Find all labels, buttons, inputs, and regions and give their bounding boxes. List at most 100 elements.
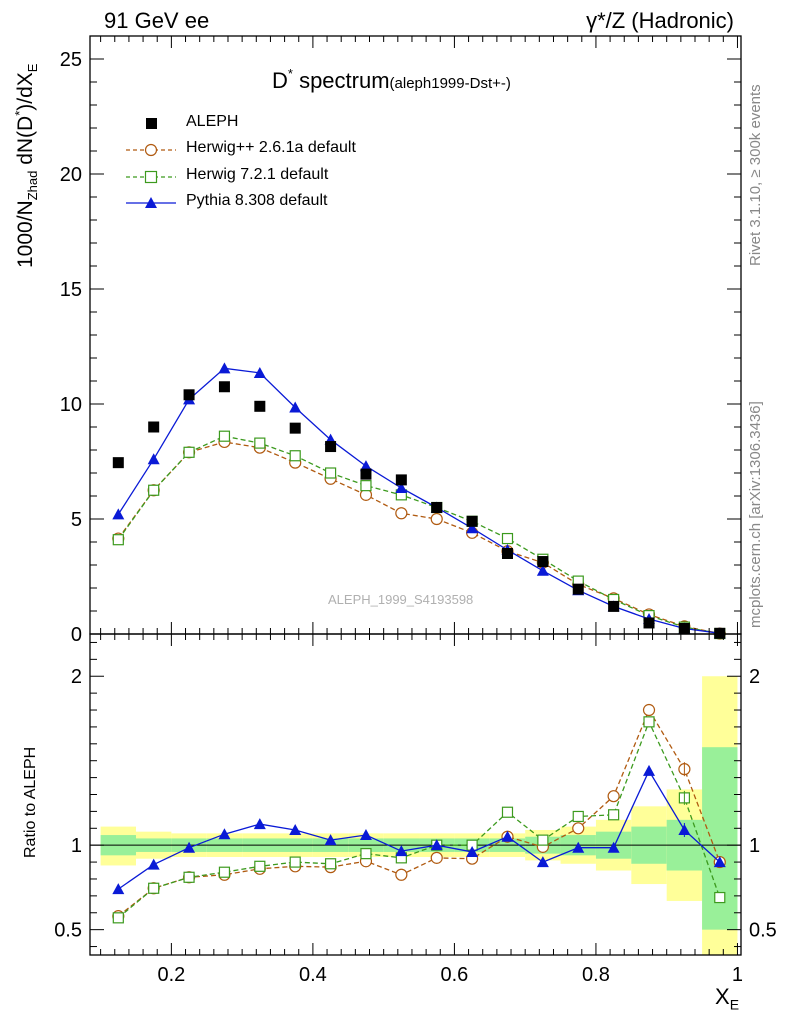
point-pythia-8-308-default-5	[289, 823, 302, 835]
top-panel	[112, 362, 726, 640]
point-pythia-8-308-default-11	[501, 830, 514, 842]
point-aleph-9	[431, 502, 443, 513]
ylabel-a: 1000/N	[14, 200, 37, 268]
point-aleph-4	[254, 400, 266, 412]
point-herwig-7-2-1-default-7	[360, 848, 372, 860]
point-pythia-8-308-default-17	[713, 856, 726, 868]
energy-label: 91 GeV ee	[104, 8, 210, 33]
x-tick-label-0: 0.2	[157, 964, 185, 986]
point-pythia-8-308-default-1	[147, 858, 160, 870]
point-pythia-8-308-default-13	[572, 841, 585, 853]
point-aleph-2	[183, 389, 195, 401]
top-y-tick-label-0: 0	[71, 624, 82, 646]
title-tag: (aleph1999-Dst+-)	[389, 75, 511, 92]
ratio-y-axis-label: Ratio to ALEPH	[22, 746, 39, 858]
point-herwig-2-6-1a-default-13	[572, 822, 585, 835]
series-line-herwig-2-6-1a-default	[117, 708, 721, 917]
xlabel-a-sub: E	[729, 996, 740, 1013]
point-herwig-7-2-1-default-0	[112, 912, 124, 924]
point-herwig-7-2-1-default-5	[289, 856, 301, 868]
legend-label-herwigpp: Herwig++ 2.6.1a default	[186, 139, 356, 156]
point-aleph-1	[148, 421, 160, 433]
series-herwig-2-6-1a-default	[112, 435, 726, 640]
point-herwig-7-2-1-default-3	[218, 866, 231, 878]
point-aleph-6	[325, 441, 337, 453]
series-aleph	[112, 381, 726, 639]
point-herwig-7-2-1-default-1	[148, 882, 160, 894]
top-y-tick-label-4: 20	[60, 164, 82, 186]
point-herwig-7-2-1-default-5	[289, 450, 301, 462]
process-label: γ*/Z (Hadronic)	[586, 8, 734, 33]
point-pythia-8-308-default-14	[607, 841, 620, 853]
point-pythia-8-308-default-1	[147, 453, 160, 465]
point-pythia-8-308-default-2	[183, 841, 196, 853]
series-line-pythia-8-308-default	[117, 367, 720, 634]
point-aleph-16	[678, 622, 690, 634]
point-herwig-7-2-1-default-7	[360, 480, 372, 492]
top-y-tick-label-5: 25	[60, 49, 82, 71]
point-aleph-11	[501, 548, 513, 559]
point-aleph-15	[643, 617, 655, 629]
point-pythia-8-308-default-7	[359, 829, 372, 841]
point-herwig-7-2-1-default-11	[501, 806, 514, 818]
point-pythia-8-308-default-15	[643, 764, 656, 776]
top-y-tick-label-1: 5	[71, 509, 82, 531]
point-herwig-7-2-1-default-12	[537, 834, 549, 846]
mcplots-label: mcplots.cern.ch [arXiv:1306.3436]	[747, 401, 764, 628]
ratio-panel-frame	[89, 633, 742, 956]
x-tick-label-1: 0.4	[299, 964, 327, 986]
point-herwig-2-6-1a-default-8	[395, 868, 408, 881]
ylabel-c-sub: E	[25, 63, 41, 73]
point-pythia-8-308-default-12	[536, 564, 549, 576]
point-aleph-7	[360, 468, 372, 480]
point-herwig-7-2-1-default-11	[501, 532, 514, 545]
point-aleph-8	[395, 474, 407, 486]
legend-label-herwig7: Herwig 7.2.1 default	[186, 166, 329, 183]
x-tick-label-4: 1	[732, 964, 743, 986]
point-pythia-8-308-default-10	[466, 845, 479, 857]
x-tick-label-2: 0.6	[441, 964, 469, 986]
xlabel-a: X	[715, 984, 730, 1009]
point-pythia-8-308-default-7	[359, 460, 372, 472]
ratio-y-tick-label-right-1: 1	[749, 835, 760, 857]
top-y-tick-label-3: 15	[60, 279, 82, 301]
point-herwig-7-2-1-default-17	[714, 891, 726, 904]
point-herwig-2-6-1a-default-9	[430, 851, 443, 864]
series-line-herwig-7-2-1-default	[117, 435, 720, 635]
ratio-panel	[112, 703, 726, 924]
title-main: D	[272, 68, 288, 93]
plot-title: D* spectrum(aleph1999-Dst+-)	[272, 65, 511, 94]
ylabel-c: )/dX	[14, 72, 37, 111]
point-aleph-5	[289, 422, 301, 434]
legend-symbol-aleph	[146, 118, 157, 129]
ratio-y-tick-label-1: 1	[71, 835, 82, 857]
top-y-tick-label-2: 10	[60, 394, 82, 416]
x-axis-label: XE	[715, 984, 739, 1012]
point-herwig-7-2-1-default-4	[254, 437, 266, 449]
point-pythia-8-308-default-4	[253, 366, 266, 378]
ylabel-b: dN(D	[14, 115, 37, 171]
point-pythia-8-308-default-3	[218, 828, 231, 840]
point-aleph-13	[572, 583, 584, 595]
ylabel-b-sup: *	[12, 110, 27, 116]
point-pythia-8-308-default-12	[536, 856, 549, 868]
series-line-pythia-8-308-default	[117, 769, 721, 890]
point-pythia-8-308-default-5	[289, 401, 302, 413]
point-pythia-8-308-default-0	[112, 883, 125, 895]
point-herwig-2-6-1a-default-15	[642, 703, 656, 717]
point-herwig-7-2-1-default-6	[324, 467, 337, 479]
ratio-bands	[90, 676, 741, 955]
point-pythia-8-308-default-10	[466, 522, 479, 534]
point-aleph-12	[537, 556, 549, 568]
point-pythia-8-308-default-6	[324, 834, 337, 846]
legend-symbol-herwig7	[126, 170, 176, 184]
ratio-y-tick-label-right-2: 2	[749, 666, 760, 688]
point-herwig-7-2-1-default-4	[254, 860, 266, 872]
legend-label-aleph: ALEPH	[186, 113, 239, 130]
title-sup: *	[287, 65, 293, 81]
ratio-y-tick-label-0: 0.5	[54, 920, 82, 942]
legend-label-pythia: Pythia 8.308 default	[186, 192, 328, 209]
point-pythia-8-308-default-0	[112, 508, 125, 520]
point-herwig-7-2-1-default-1	[148, 484, 160, 496]
